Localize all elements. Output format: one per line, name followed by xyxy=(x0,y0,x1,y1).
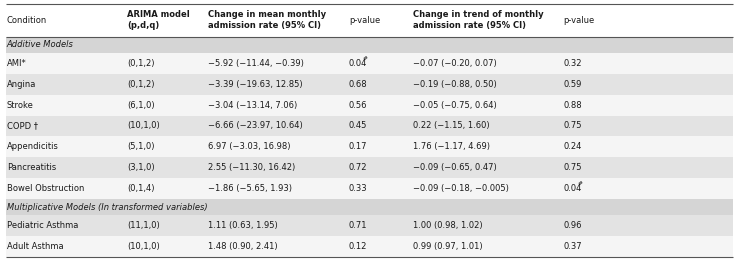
Bar xyxy=(6,4,733,37)
Text: Additive Models: Additive Models xyxy=(7,40,73,49)
Text: 0.22 (−1.15, 1.60): 0.22 (−1.15, 1.60) xyxy=(413,121,490,130)
Text: 0.88: 0.88 xyxy=(563,100,582,110)
Text: 0.71: 0.71 xyxy=(349,221,367,230)
Text: Bowel Obstruction: Bowel Obstruction xyxy=(7,184,84,193)
Text: Pediatric Asthma: Pediatric Asthma xyxy=(7,221,78,230)
Bar xyxy=(6,53,733,74)
Text: 0.32: 0.32 xyxy=(563,59,582,68)
Text: 0.56: 0.56 xyxy=(349,100,367,110)
Text: −1.86 (−5.65, 1.93): −1.86 (−5.65, 1.93) xyxy=(208,184,293,193)
Text: −0.07 (−0.20, 0.07): −0.07 (−0.20, 0.07) xyxy=(413,59,497,68)
Bar xyxy=(6,37,733,53)
Text: −0.05 (−0.75, 0.64): −0.05 (−0.75, 0.64) xyxy=(413,100,497,110)
Text: Stroke: Stroke xyxy=(7,100,33,110)
Text: AMI*: AMI* xyxy=(7,59,27,68)
Text: (11,1,0): (11,1,0) xyxy=(127,221,160,230)
Text: #: # xyxy=(577,181,582,186)
Text: p-value: p-value xyxy=(349,16,380,25)
Text: 0.96: 0.96 xyxy=(563,221,582,230)
Bar xyxy=(6,74,733,95)
Text: 0.99 (0.97, 1.01): 0.99 (0.97, 1.01) xyxy=(413,242,483,251)
Text: 0.72: 0.72 xyxy=(349,163,367,172)
Text: 2.55 (−11.30, 16.42): 2.55 (−11.30, 16.42) xyxy=(208,163,296,172)
Bar xyxy=(6,215,733,236)
Text: (0,1,4): (0,1,4) xyxy=(127,184,154,193)
Bar xyxy=(6,137,733,157)
Text: (10,1,0): (10,1,0) xyxy=(127,242,160,251)
Text: (0,1,2): (0,1,2) xyxy=(127,80,154,89)
Text: Angina: Angina xyxy=(7,80,36,89)
Bar xyxy=(6,157,733,178)
Text: (5,1,0): (5,1,0) xyxy=(127,142,154,151)
Text: −0.09 (−0.18, −0.005): −0.09 (−0.18, −0.005) xyxy=(413,184,509,193)
Text: ARIMA model
(p,d,q): ARIMA model (p,d,q) xyxy=(127,10,190,30)
Text: (10,1,0): (10,1,0) xyxy=(127,121,160,130)
Text: (3,1,0): (3,1,0) xyxy=(127,163,154,172)
Bar xyxy=(6,116,733,137)
Text: 0.17: 0.17 xyxy=(349,142,367,151)
Bar xyxy=(6,199,733,215)
Text: p-value: p-value xyxy=(563,16,594,25)
Text: Pancreatitis: Pancreatitis xyxy=(7,163,56,172)
Text: 0.75: 0.75 xyxy=(563,121,582,130)
Text: (6,1,0): (6,1,0) xyxy=(127,100,154,110)
Text: 0.75: 0.75 xyxy=(563,163,582,172)
Text: −6.66 (−23.97, 10.64): −6.66 (−23.97, 10.64) xyxy=(208,121,303,130)
Text: 1.76 (−1.17, 4.69): 1.76 (−1.17, 4.69) xyxy=(413,142,490,151)
Text: 0.33: 0.33 xyxy=(349,184,367,193)
Text: 0.12: 0.12 xyxy=(349,242,367,251)
Text: Appendicitis: Appendicitis xyxy=(7,142,58,151)
Text: Change in trend of monthly
admission rate (95% CI): Change in trend of monthly admission rat… xyxy=(413,10,544,30)
Text: Condition: Condition xyxy=(7,16,47,25)
Text: Multiplicative Models (In transformed variables): Multiplicative Models (In transformed va… xyxy=(7,203,207,212)
Text: COPD †: COPD † xyxy=(7,121,38,130)
Text: 1.11 (0.63, 1.95): 1.11 (0.63, 1.95) xyxy=(208,221,278,230)
Text: 0.68: 0.68 xyxy=(349,80,367,89)
Text: −3.04 (−13.14, 7.06): −3.04 (−13.14, 7.06) xyxy=(208,100,298,110)
Text: −0.09 (−0.65, 0.47): −0.09 (−0.65, 0.47) xyxy=(413,163,497,172)
Text: 0.04: 0.04 xyxy=(563,184,582,193)
Text: 0.37: 0.37 xyxy=(563,242,582,251)
Text: −0.19 (−0.88, 0.50): −0.19 (−0.88, 0.50) xyxy=(413,80,497,89)
Bar xyxy=(6,178,733,199)
Text: 0.04: 0.04 xyxy=(349,59,367,68)
Text: 0.45: 0.45 xyxy=(349,121,367,130)
Text: Change in mean monthly
admission rate (95% CI): Change in mean monthly admission rate (9… xyxy=(208,10,327,30)
Text: 0.24: 0.24 xyxy=(563,142,582,151)
Text: −3.39 (−19.63, 12.85): −3.39 (−19.63, 12.85) xyxy=(208,80,303,89)
Bar xyxy=(6,236,733,257)
Text: −5.92 (−11.44, −0.39): −5.92 (−11.44, −0.39) xyxy=(208,59,304,68)
Text: Adult Asthma: Adult Asthma xyxy=(7,242,64,251)
Text: 1.48 (0.90, 2.41): 1.48 (0.90, 2.41) xyxy=(208,242,278,251)
Text: #: # xyxy=(363,56,368,61)
Text: 1.00 (0.98, 1.02): 1.00 (0.98, 1.02) xyxy=(413,221,483,230)
Bar xyxy=(6,95,733,116)
Text: 6.97 (−3.03, 16.98): 6.97 (−3.03, 16.98) xyxy=(208,142,291,151)
Text: 0.59: 0.59 xyxy=(563,80,582,89)
Text: (0,1,2): (0,1,2) xyxy=(127,59,154,68)
